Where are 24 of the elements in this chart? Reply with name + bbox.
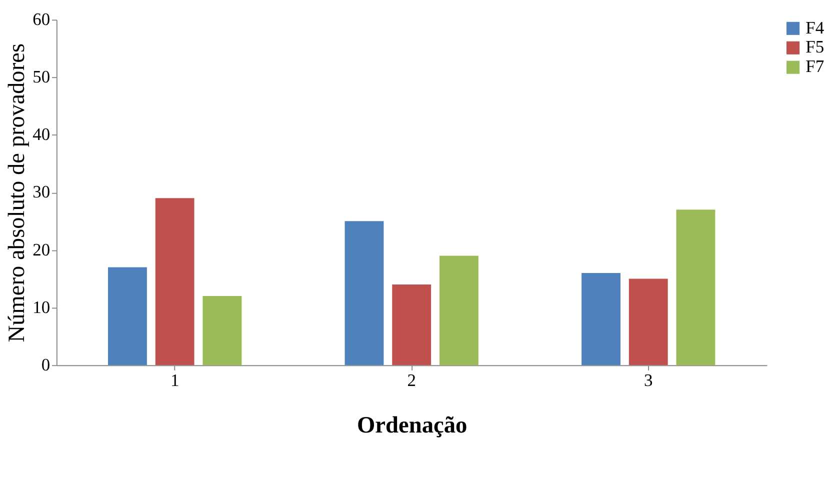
y-tick-label: 0 (41, 354, 50, 374)
bar (202, 296, 242, 366)
y-tick-label: 40 (32, 124, 50, 144)
y-tick-label: 50 (32, 66, 50, 87)
y-axis-title: Número absoluto de provadores (4, 43, 30, 342)
bar (155, 198, 194, 366)
bar (344, 221, 384, 366)
legend-label: F7 (806, 56, 824, 76)
bar (582, 272, 620, 366)
legend-label: F5 (806, 36, 824, 57)
bar (676, 210, 716, 366)
x-tick-label: 1 (170, 370, 180, 390)
y-tick-label: 60 (32, 9, 50, 30)
bar (392, 284, 432, 366)
bar (108, 267, 147, 366)
bar (439, 256, 478, 366)
bar (628, 278, 668, 366)
x-tick-label: 2 (407, 370, 416, 390)
x-tick-label: 3 (644, 370, 653, 390)
x-axis-title: Ordenação (356, 412, 468, 439)
y-tick-label: 20 (32, 239, 50, 260)
y-tick-label: 30 (32, 182, 50, 202)
legend-label: F4 (806, 17, 824, 38)
y-tick-label: 10 (32, 296, 50, 317)
